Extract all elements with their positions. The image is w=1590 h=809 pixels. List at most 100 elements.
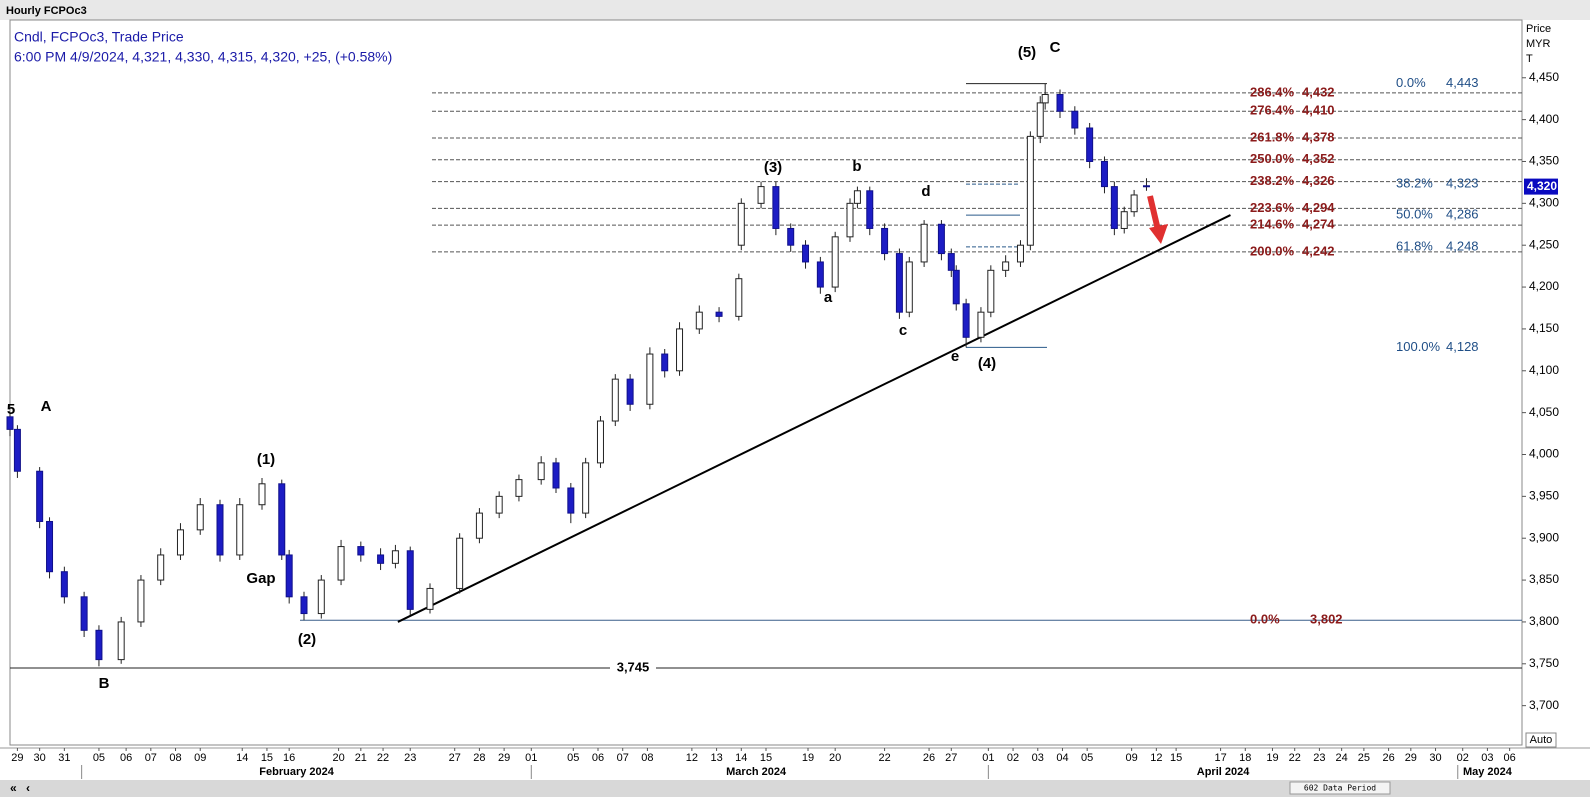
x-tick-label: 07 [145,752,157,764]
candle-body [80,596,88,631]
candle-body [495,495,503,514]
fib-retracement-percent: 38.2% [1396,176,1433,191]
candle-body [515,479,523,497]
y-tick-label: 4,000 [1529,447,1559,461]
candle-body [117,621,125,661]
candle-body [846,202,854,238]
x-tick-label: 25 [1358,752,1370,764]
month-label: March 2024 [726,766,787,778]
fib-extension-value: 4,432 [1302,84,1335,99]
month-label: February 2024 [259,766,334,778]
candle-body [611,378,619,422]
x-tick-label: 02 [1457,752,1469,764]
y-tick-label: 4,250 [1529,237,1559,251]
candle-body [95,629,103,661]
candle-body [1142,185,1150,188]
candle-body [236,504,244,556]
fib-retracement-value: 4,443 [1446,75,1479,90]
fib-extension-percent: 261.8% [1250,129,1295,144]
x-tick-label: 06 [592,752,604,764]
candle-body [216,504,224,556]
candle-body [715,311,723,317]
fib-extension-value: 3,802 [1310,612,1343,627]
axis-title: MYR [1526,38,1551,50]
x-tick-label: 31 [58,752,70,764]
fib-retracement-percent: 61.8% [1396,238,1433,253]
scroll-label: 602 Data Period [1304,784,1376,793]
x-tick-label: 12 [1150,752,1162,764]
candle-body [137,579,145,623]
candle-body [537,462,545,481]
arrow-shaft [1147,195,1161,231]
candle-body [802,244,810,263]
fib-retracement-value: 4,248 [1446,238,1479,253]
candle-body [337,546,345,581]
month-label: April 2024 [1197,766,1250,778]
arrow-head [1149,224,1168,244]
x-tick-label: 02 [1007,752,1019,764]
x-tick-label: 06 [1504,752,1516,764]
fib-extension-percent: 286.4% [1250,84,1295,99]
candle-body [1041,94,1049,104]
candle-body [285,554,293,598]
x-tick-label: 05 [1081,752,1093,764]
candle-body [456,537,464,589]
x-tick-label: 20 [829,752,841,764]
x-tick-label: 23 [1313,752,1325,764]
candle-body [582,462,590,514]
candle-body [987,269,995,313]
x-tick-label: 27 [449,752,461,764]
candle-body [1026,135,1034,246]
candle-body [937,223,945,255]
scroll-button[interactable]: ‹ [26,781,30,795]
x-tick-label: 08 [169,752,181,764]
wave-label: (5) [1018,44,1036,61]
x-tick-label: 24 [1336,752,1348,764]
fib-extension-value: 4,242 [1302,243,1335,258]
x-tick-label: 29 [11,752,23,764]
y-tick-label: 4,150 [1529,321,1559,335]
x-tick-label: 01 [982,752,994,764]
candle-body [426,587,434,610]
wave-label: (2) [298,631,316,648]
candle-body [772,186,780,229]
auto-label: Auto [1530,734,1553,746]
month-label: May 2024 [1463,766,1513,778]
scroll-thumb[interactable] [1289,781,1391,795]
x-tick-label: 17 [1214,752,1226,764]
x-tick-label: 29 [1405,752,1417,764]
fib-extension-value: 4,274 [1302,217,1335,232]
candle-body [1110,186,1118,229]
x-tick-label: 07 [617,752,629,764]
fib-extension-value: 4,352 [1302,151,1335,166]
wave-label: 5 [7,401,15,418]
trendline [397,214,1231,623]
support-label: 3,745 [617,659,650,674]
candle-body [60,571,68,598]
candle-body [735,278,743,317]
x-tick-label: 08 [641,752,653,764]
x-tick-label: 15 [1170,752,1182,764]
label-bg [610,659,656,676]
fib-retracement-value: 4,323 [1446,176,1479,191]
candle-body [977,311,985,338]
auto-button[interactable] [1525,732,1557,748]
x-tick-label: 30 [1429,752,1441,764]
wave-label: (3) [764,159,782,176]
scroll-button[interactable]: « [10,781,17,795]
candle-body [300,596,308,615]
candle-body [596,420,604,464]
x-tick-label: 21 [355,752,367,764]
candle-body [552,462,560,489]
candle-body [646,353,654,405]
candle-body [391,550,399,564]
candle-body [1071,110,1079,129]
scrollbar[interactable] [0,780,1590,797]
candle-body [317,579,325,615]
x-tick-label: 18 [1239,752,1251,764]
candle-body [661,353,669,372]
axis-title: Price [1526,23,1551,35]
y-tick-label: 3,850 [1529,572,1559,586]
x-tick-label: 26 [1382,752,1394,764]
